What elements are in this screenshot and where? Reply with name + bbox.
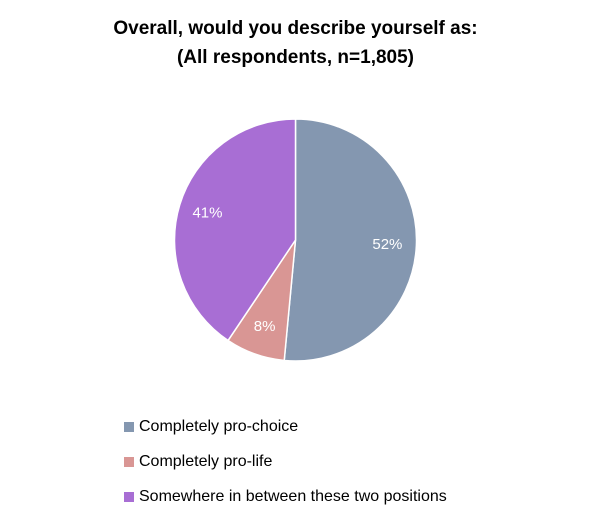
legend-label-pro-choice: Completely pro-choice (139, 417, 299, 435)
legend-item-pro-life: Completely pro-life (124, 444, 447, 479)
chart-title-line-2: (All respondents, n=1,805) (176, 47, 415, 68)
legend-swatch-pro-life (124, 456, 134, 467)
pie-slice-in-between (173, 118, 297, 342)
legend-label-in-between: Somewhere in between these two positions (139, 487, 447, 505)
legend-swatch-pro-choice (124, 421, 134, 432)
legend-swatch-in-between (124, 491, 134, 502)
chart-title: Overall, would you describe yourself as:… (0, 14, 591, 72)
data-label-pro-choice: 52% (372, 236, 402, 253)
data-label-pro-life: 8% (254, 318, 276, 335)
data-label-in-between: 41% (192, 205, 222, 222)
legend-item-pro-choice: Completely pro-choice (124, 409, 447, 444)
legend-label-pro-life: Completely pro-life (139, 452, 273, 470)
chart-title-line-1: Overall, would you describe yourself as: (113, 18, 478, 39)
chart-legend: Completely pro-choice Completely pro-lif… (124, 409, 447, 514)
pie-slice-pro-choice (283, 118, 418, 362)
legend-item-in-between: Somewhere in between these two positions (124, 479, 447, 514)
